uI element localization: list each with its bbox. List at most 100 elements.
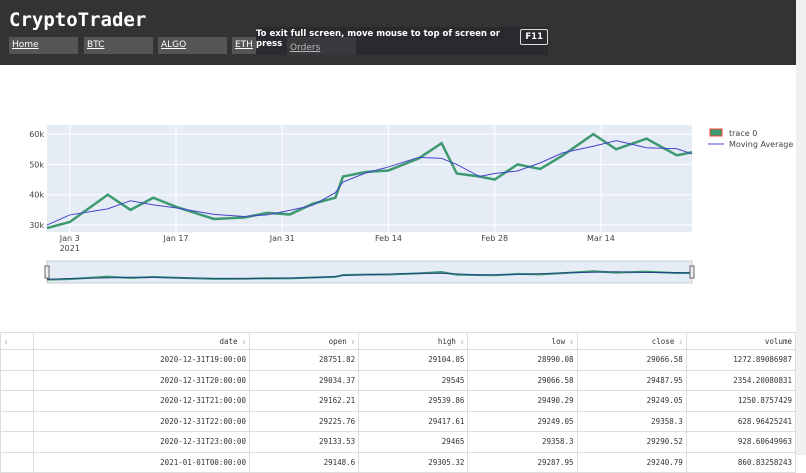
legend-moving-average[interactable]: Moving Average xyxy=(729,140,793,149)
column-label: low xyxy=(551,336,566,346)
x-tick-label: Feb 28 xyxy=(481,234,508,243)
table-cell: 29358.3 xyxy=(576,410,687,432)
table-cell: 29465 xyxy=(358,431,469,453)
sort-icon[interactable]: ⇕ xyxy=(4,337,9,346)
nav-algo[interactable]: ALGO xyxy=(158,37,227,54)
f11-key: F11 xyxy=(520,29,548,45)
table-cell: 29490.29 xyxy=(467,390,578,412)
table-cell: 860.83258243 xyxy=(685,451,797,473)
table-cell: 2020-12-31T19:00:00 xyxy=(32,349,250,371)
x-tick-label: Jan 31 xyxy=(269,234,295,243)
table-cell: 29066.58 xyxy=(576,349,687,371)
table-cell: 29290.52 xyxy=(576,431,687,453)
column-label: date xyxy=(219,336,238,346)
legend: trace 0 Moving Average xyxy=(708,128,793,149)
table-cell xyxy=(0,451,34,473)
x-tick-label: Jan 17 xyxy=(162,234,188,243)
table-cell: 1272.89086987 xyxy=(685,349,797,371)
plot-area xyxy=(47,125,692,232)
sort-icon[interactable]: ⇕ xyxy=(237,337,246,346)
table-cell: 29249.05 xyxy=(576,390,687,412)
data-table: ⇕ date ⇕ open ⇕ high ⇕ low ⇕ close ⇕ volume 20… xyxy=(0,332,797,473)
fullscreen-notice-text: To exit full screen, move mouse to top o… xyxy=(256,29,500,49)
y-tick-label: 50k xyxy=(29,160,44,169)
table-cell: 2020-12-31T23:00:00 xyxy=(32,431,250,453)
table-cell: 29225.76 xyxy=(248,410,360,432)
table-cell: 2020-12-31T21:00:00 xyxy=(32,390,250,412)
table-cell: 29240.79 xyxy=(576,451,687,473)
table-cell: 29133.53 xyxy=(248,431,360,453)
nav-home[interactable]: Home xyxy=(9,37,78,54)
x-tick-label: Mar 14 xyxy=(587,234,615,243)
table-row: 2020-12-31T20:00:00 29034.37 29545 29066.58… xyxy=(0,369,797,391)
range-slider-ma xyxy=(46,271,693,280)
table-cell: 2020-12-31T20:00:00 xyxy=(32,369,250,391)
y-tick-label: 40k xyxy=(29,191,44,200)
range-slider-handle[interactable] xyxy=(44,265,50,279)
table-cell: 29287.95 xyxy=(467,451,578,473)
table-cell: 29104.05 xyxy=(358,349,469,371)
table-cell: 2354.20080831 xyxy=(685,369,797,391)
table-row: 2020-12-31T22:00:00 29225.76 29417.61 29249… xyxy=(0,410,797,432)
table-cell: 29417.61 xyxy=(358,410,469,432)
nav-orders[interactable]: Orders xyxy=(287,37,356,55)
sort-icon[interactable]: ⇕ xyxy=(565,337,574,346)
y-tick-label: 30k xyxy=(29,221,44,230)
column-header[interactable]: volume xyxy=(685,332,797,350)
table-cell: 628.96425241 xyxy=(685,410,797,432)
y-tick-label: 60k xyxy=(29,130,44,139)
price-trace[interactable] xyxy=(46,132,693,230)
table-cell: 29539.86 xyxy=(358,390,469,412)
table-cell xyxy=(0,431,34,453)
table-cell xyxy=(0,410,34,432)
table-row: 2021-01-01T00:00:00 29148.6 29305.32 29287.… xyxy=(0,451,797,473)
table-cell: 2021-01-01T00:00:00 xyxy=(32,451,250,473)
legend-candle-icon xyxy=(709,128,723,137)
nav-btc[interactable]: BTC xyxy=(84,37,153,54)
page-scrollbar[interactable] xyxy=(796,0,806,455)
table-cell: 2020-12-31T22:00:00 xyxy=(32,410,250,432)
table-row: 2020-12-31T21:00:00 29162.21 29539.86 29490… xyxy=(0,390,797,412)
column-label: high xyxy=(437,336,456,346)
table-cell: 1250.8757429 xyxy=(685,390,797,412)
moving-average-line[interactable] xyxy=(46,140,693,226)
range-slider-handle[interactable] xyxy=(689,265,695,279)
app-header: CryptoTrader Home BTC ALGO ETH Orders To… xyxy=(0,0,796,65)
column-label: close xyxy=(651,336,675,346)
sort-icon[interactable]: ⇕ xyxy=(455,337,465,346)
table-cell: 29066.58 xyxy=(467,369,578,391)
column-header[interactable]: date ⇕ xyxy=(32,332,250,350)
column-header[interactable]: close ⇕ xyxy=(576,332,687,350)
column-header[interactable]: open ⇕ xyxy=(248,332,360,350)
table-cell xyxy=(0,390,34,412)
column-label: open xyxy=(328,336,347,346)
table-cell xyxy=(0,349,34,371)
table-cell: 29487.95 xyxy=(576,369,687,391)
table-cell xyxy=(0,369,34,391)
legend-trace-0[interactable]: trace 0 xyxy=(729,129,757,138)
x-tick-label: Jan 3 xyxy=(59,234,80,243)
table-cell: 29249.05 xyxy=(467,410,578,432)
column-label: volume xyxy=(764,336,792,346)
sort-icon[interactable]: ⇕ xyxy=(674,337,683,346)
table-cell: 28990.08 xyxy=(467,349,578,371)
sort-icon[interactable]: ⇕ xyxy=(346,337,356,346)
table-cell: 29034.37 xyxy=(248,369,360,391)
x-tick-year: 2021 xyxy=(60,244,80,253)
table-cell: 29545 xyxy=(358,369,469,391)
table-cell: 29305.32 xyxy=(358,451,469,473)
column-header[interactable]: ⇕ xyxy=(0,332,34,350)
fullscreen-notice: To exit full screen, move mouse to top o… xyxy=(256,27,548,55)
app-title: CryptoTrader xyxy=(9,9,147,31)
table-cell: 29358.3 xyxy=(467,431,578,453)
table-row: 2020-12-31T19:00:00 28751.82 29104.05 28990… xyxy=(0,349,797,371)
table-cell: 928.60649963 xyxy=(685,431,797,453)
column-header[interactable]: high ⇕ xyxy=(358,332,469,350)
column-header[interactable]: low ⇕ xyxy=(467,332,578,350)
table-cell: 28751.82 xyxy=(248,349,360,371)
table-row: 2020-12-31T23:00:00 29133.53 29465 29358.3 2… xyxy=(0,431,797,453)
table-cell: 29148.6 xyxy=(248,451,360,473)
x-tick-label: Feb 14 xyxy=(375,234,402,243)
table-cell: 29162.21 xyxy=(248,390,360,412)
price-chart[interactable]: 30k 40k 50k 60k Jan 3 Jan 17 Jan 31 Feb 14 Feb 2… xyxy=(0,65,796,295)
